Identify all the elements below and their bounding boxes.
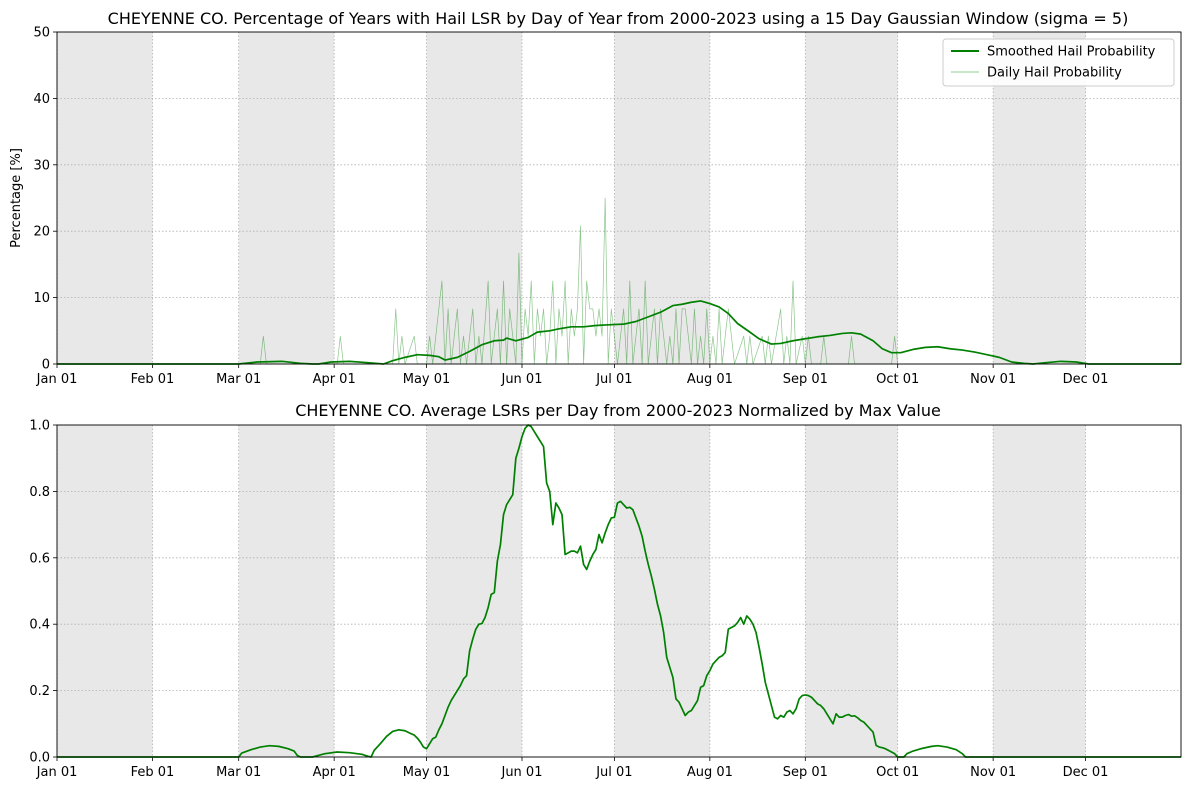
- x-tick-label: Jul 01: [595, 372, 632, 387]
- series-line-smoothed: [57, 300, 1181, 365]
- legend-label: Daily Hail Probability: [987, 66, 1122, 81]
- y-tick-label: 0: [42, 358, 50, 373]
- legend-box: [942, 38, 1175, 87]
- y-tick-label: 50: [33, 26, 50, 41]
- month-band: [238, 32, 335, 364]
- x-tick-label: Oct 01: [876, 765, 919, 780]
- chart-title-normalized: CHEYENNE CO. Average LSRs per Day from 2…: [295, 401, 941, 420]
- y-tick-label: 0.0: [29, 751, 50, 766]
- x-tick-label: Jun 01: [500, 372, 542, 387]
- x-tick-label: Apr 01: [313, 765, 356, 780]
- series-line-normalized: [57, 424, 1181, 758]
- legend-label: Smoothed Hail Probability: [987, 45, 1156, 60]
- chart-title-percentage: CHEYENNE CO. Percentage of Years with Ha…: [108, 9, 1129, 28]
- x-tick-label: Dec 01: [1063, 765, 1109, 780]
- hail-probability-chart: CHEYENNE CO. Percentage of Years with Ha…: [9, 9, 1182, 387]
- month-band: [426, 425, 522, 757]
- x-tick-label: Jan 01: [36, 765, 78, 780]
- axes-frame: [56, 424, 1182, 758]
- y-tick-label: 0.2: [29, 684, 50, 699]
- y-tick-label: 40: [33, 92, 50, 107]
- x-tick-label: Jun 01: [500, 765, 542, 780]
- x-tick-label: Sep 01: [783, 372, 828, 387]
- x-tick-label: Mar 01: [216, 765, 261, 780]
- x-tick-label: Feb 01: [131, 765, 175, 780]
- x-tick-label: May 01: [403, 372, 451, 387]
- y-tick-label: 1.0: [29, 419, 50, 434]
- y-tick-label: 10: [33, 291, 50, 306]
- y-tick-label: 0.4: [29, 618, 50, 633]
- month-band: [426, 32, 522, 364]
- month-band: [993, 425, 1086, 757]
- normalized-lsr-chart: CHEYENNE CO. Average LSRs per Day from 2…: [29, 401, 1182, 780]
- x-tick-label: Feb 01: [131, 372, 175, 387]
- x-tick-label: Nov 01: [970, 372, 1016, 387]
- x-tick-label: Sep 01: [783, 765, 828, 780]
- month-band: [57, 425, 153, 757]
- x-tick-label: Nov 01: [970, 765, 1016, 780]
- y-axis-label-percentage: Percentage [%]: [9, 148, 24, 248]
- x-tick-label: Jan 01: [36, 372, 78, 387]
- month-band: [805, 425, 898, 757]
- x-tick-label: Aug 01: [687, 765, 733, 780]
- month-band: [805, 32, 898, 364]
- month-band: [614, 32, 710, 364]
- x-tick-label: May 01: [403, 765, 451, 780]
- x-tick-label: Apr 01: [313, 372, 356, 387]
- y-tick-label: 0.6: [29, 551, 50, 566]
- x-tick-label: Oct 01: [876, 372, 919, 387]
- month-band: [57, 32, 153, 364]
- x-tick-label: Mar 01: [216, 372, 261, 387]
- y-tick-label: 30: [33, 158, 50, 173]
- month-band: [238, 425, 335, 757]
- y-tick-label: 20: [33, 225, 50, 240]
- y-tick-label: 0.8: [29, 485, 50, 500]
- month-band: [993, 32, 1086, 364]
- x-tick-label: Jul 01: [595, 765, 632, 780]
- axes-frame: [56, 31, 1182, 365]
- x-tick-label: Aug 01: [687, 372, 733, 387]
- legend: Smoothed Hail Probability Daily Hail Prob…: [942, 38, 1175, 87]
- month-band: [614, 425, 710, 757]
- x-tick-label: Dec 01: [1063, 372, 1109, 387]
